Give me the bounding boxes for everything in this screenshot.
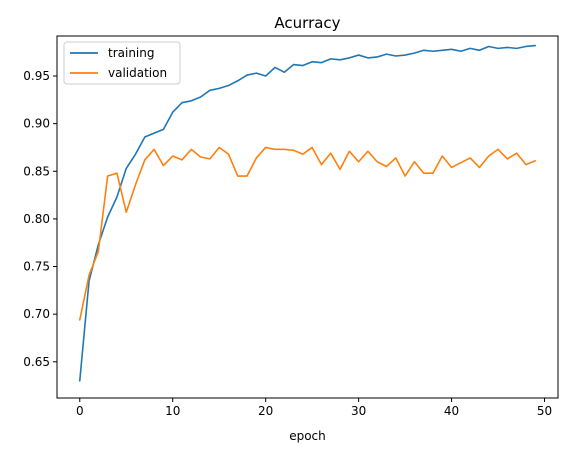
x-tick-label: 40 [444, 404, 459, 418]
x-tick-label: 30 [351, 404, 366, 418]
x-tick-label: 20 [258, 404, 273, 418]
series-line-validation [78, 146, 537, 321]
y-tick-label: 0.85 [23, 164, 50, 178]
y-tick-label: 0.65 [23, 355, 50, 369]
axes: 0 10 20 30 40 50 0.65 0.70 0.75 0.80 0.85 0.90 0.95 [23, 35, 559, 418]
y-tick-label: 0.75 [23, 260, 50, 274]
legend-label-training: training [108, 46, 155, 60]
y-tick-label: 0.95 [23, 69, 50, 83]
series-line-training [78, 44, 537, 382]
x-tick-label: 50 [537, 404, 552, 418]
x-tick-label: 0 [76, 404, 84, 418]
axes-frame [56, 35, 559, 399]
x-axis-label: epoch [289, 429, 326, 443]
y-tick-label: 0.80 [23, 212, 50, 226]
y-tick-label: 0.90 [23, 117, 50, 131]
chart-title: Acurracy [274, 14, 340, 32]
legend-label-validation: validation [108, 66, 167, 80]
x-tick-label: 10 [165, 404, 180, 418]
y-tick-label: 0.70 [23, 307, 50, 321]
plot-area [78, 44, 537, 382]
legend: training validation [63, 41, 181, 85]
